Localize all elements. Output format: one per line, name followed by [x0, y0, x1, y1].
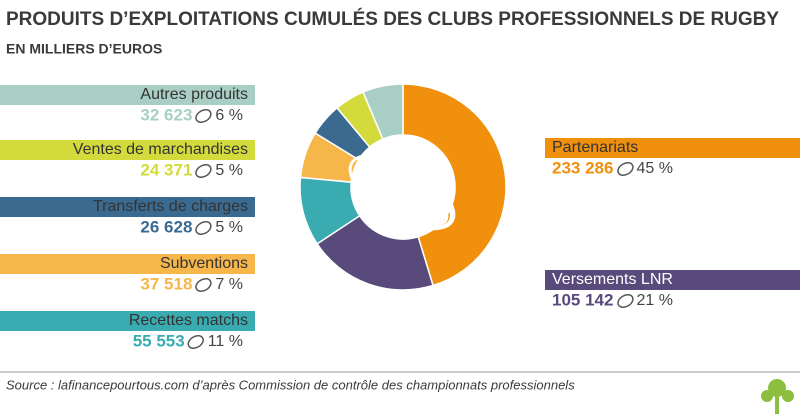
ball-icon	[617, 162, 634, 176]
label-bar	[0, 254, 255, 274]
ball-icon	[617, 294, 634, 308]
category-label: Transferts de charges	[93, 198, 248, 215]
percent-label: 11 %	[208, 333, 243, 350]
value-label: 233 286	[552, 158, 613, 177]
tree-icon	[761, 379, 794, 414]
ball-icon	[195, 164, 212, 178]
ball-icon	[195, 278, 212, 292]
value-label: 105 142	[552, 290, 613, 309]
label-bar	[545, 138, 800, 158]
value-label: 26 628	[140, 217, 192, 236]
ball-icon	[195, 221, 212, 235]
label-bar	[0, 197, 255, 217]
percent-label: 7 %	[215, 276, 243, 293]
percent-label: 45 %	[636, 160, 672, 177]
label-bar	[545, 270, 800, 290]
percent-label: 6 %	[215, 107, 243, 124]
category-label: Versements LNR	[552, 271, 673, 288]
category-label: Subventions	[160, 255, 248, 272]
value-label: 32 623	[140, 105, 192, 124]
category-label: Autres produits	[140, 86, 248, 103]
category-label: Ventes de marchandises	[73, 141, 248, 158]
chart-subtitle: EN MILLIERS D’EUROS	[6, 41, 162, 57]
ball-decoration	[348, 153, 456, 231]
value-label: 37 518	[140, 274, 192, 293]
label-bar	[0, 85, 255, 105]
percent-label: 5 %	[215, 162, 243, 179]
ball-icon	[187, 335, 204, 349]
percent-label: 21 %	[636, 292, 672, 309]
donut-slice	[362, 83, 404, 141]
label-bar	[0, 140, 255, 160]
chart-title: PRODUITS D’EXPLOITATIONS CUMULÉS DES CLU…	[6, 8, 779, 30]
donut-slice	[402, 83, 507, 287]
source: Source : lafinancepourtous.com d’après C…	[6, 377, 575, 392]
percent-label: 5 %	[215, 219, 243, 236]
category-label: Recettes matchs	[129, 312, 248, 329]
ball-icon	[195, 109, 212, 123]
value-label: 24 371	[140, 160, 192, 179]
label-bar	[0, 311, 255, 331]
category-label: Partenariats	[552, 139, 638, 156]
value-label: 55 553	[133, 331, 185, 350]
